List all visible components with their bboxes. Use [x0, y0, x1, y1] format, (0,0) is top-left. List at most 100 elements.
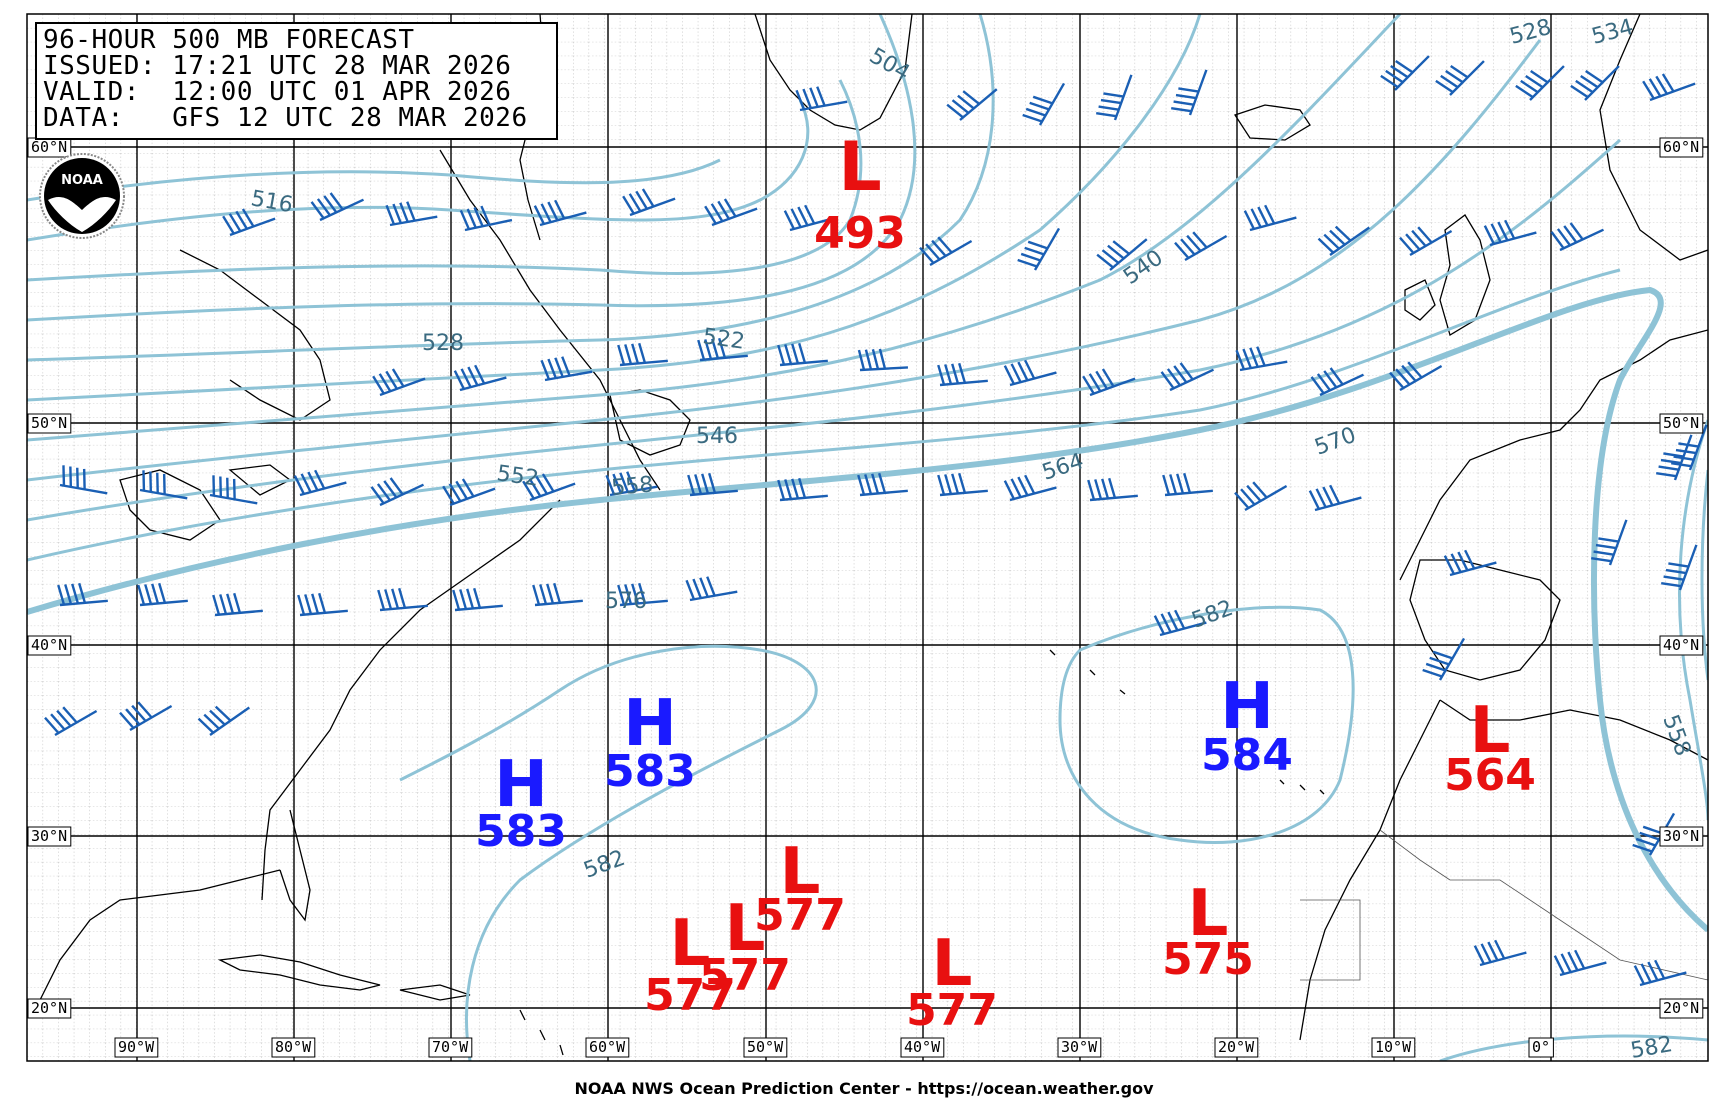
- contour-label: 522: [701, 324, 746, 355]
- wind-barb: [1087, 477, 1138, 502]
- wind-barb: [385, 201, 438, 227]
- contour-label: 558: [610, 472, 654, 501]
- wind-barb: [1308, 484, 1362, 512]
- longitude-label: 20°W: [1214, 1037, 1259, 1058]
- svg-text:40°N: 40°N: [1663, 636, 1699, 654]
- contour-label: 576: [605, 589, 647, 614]
- wind-barb: [1380, 55, 1430, 91]
- wind-barb: [1153, 609, 1207, 637]
- wind-barb: [605, 471, 658, 497]
- wind-barb: [1022, 82, 1066, 126]
- wind-barb: [197, 705, 251, 736]
- low-center-letter: L: [932, 927, 973, 1001]
- svg-text:50°N: 50°N: [31, 414, 67, 432]
- wind-barb: [1235, 346, 1288, 372]
- low-center-letter: L: [670, 907, 711, 981]
- wind-barb: [1310, 367, 1365, 397]
- wind-barb: [685, 576, 738, 602]
- svg-text:40°N: 40°N: [31, 636, 67, 654]
- svg-text:20°W: 20°W: [1218, 1038, 1255, 1056]
- wind-barb: [687, 472, 738, 497]
- wind-barb: [946, 88, 998, 121]
- wind-barb: [622, 188, 676, 217]
- wind-barb: [532, 582, 583, 607]
- low-center-value: 575: [1162, 934, 1254, 985]
- longitude-label: 30°W: [1057, 1037, 1102, 1058]
- lat-lon-labels: 90°W 80°W 70°W 60°W 50°W 40°W 30°W 20°W 10°W 0° 60…: [27, 137, 1704, 1058]
- low-center-value: 577: [699, 950, 791, 1001]
- svg-text:60°N: 60°N: [31, 138, 67, 156]
- wind-barb: [1389, 361, 1443, 392]
- longitude-label: 70°W: [428, 1037, 473, 1058]
- issued-time: ISSUED: 17:21 UTC 28 MAR 2026: [43, 51, 512, 81]
- low-center-letter: L: [838, 128, 881, 207]
- wind-barb: [777, 477, 828, 502]
- svg-text:10°W: 10°W: [1375, 1038, 1412, 1056]
- wind-barb: [1017, 227, 1061, 271]
- wind-barb: [222, 208, 276, 237]
- wind-barb: [212, 592, 263, 617]
- svg-text:30°N: 30°N: [31, 827, 67, 845]
- west-africa: [1299, 699, 1441, 1041]
- latitude-label-right: 60°N: [1659, 137, 1704, 158]
- wind-barb: [795, 86, 848, 112]
- us-east-coast: [261, 499, 561, 901]
- wind-barb: [1515, 65, 1565, 101]
- high-center-value: 583: [604, 746, 696, 797]
- pressure-centers: L 493 H 583 H 583 H 584 L 564 L 577 L 57…: [475, 128, 1536, 1036]
- wind-barb: [372, 368, 426, 397]
- latitude-label-left: 40°N: [27, 635, 72, 656]
- caribbean-islands: [519, 1009, 564, 1056]
- noaa-logo-icon: NOAA: [39, 153, 125, 239]
- wind-barb: [1096, 238, 1148, 271]
- wind-barb: [1632, 812, 1676, 856]
- svg-text:40°W: 40°W: [904, 1038, 941, 1056]
- iberia: [1409, 559, 1561, 681]
- svg-text:30°N: 30°N: [1663, 827, 1699, 845]
- latitude-label-left: 20°N: [27, 998, 72, 1019]
- wind-barb: [1671, 424, 1708, 471]
- data-source: DATA: GFS 12 UTC 28 MAR 2026: [43, 103, 528, 133]
- low-center-value: 577: [644, 970, 736, 1021]
- high-center-letter: H: [623, 687, 677, 761]
- high-center-letter: H: [494, 748, 548, 822]
- wind-barb: [617, 582, 668, 607]
- wind-barb: [459, 205, 513, 232]
- low-center-letter: L: [725, 892, 766, 966]
- wind-barb: [1591, 519, 1628, 566]
- major-grid: [27, 14, 1708, 1061]
- latitude-label-right: 20°N: [1659, 998, 1704, 1019]
- svg-text:50°W: 50°W: [747, 1038, 784, 1056]
- wind-barb: [1399, 226, 1453, 257]
- forecast-title: 96-HOUR 500 MB FORECAST: [43, 25, 415, 55]
- wind-barb: [697, 337, 748, 362]
- latitude-label-left: 30°N: [27, 826, 72, 847]
- svg-text:70°W: 70°W: [432, 1038, 469, 1056]
- wind-barb: [59, 465, 108, 495]
- wind-barbs: [44, 55, 1708, 987]
- longitude-label: 10°W: [1371, 1037, 1416, 1058]
- wind-barb: [310, 192, 365, 222]
- svg-text:80°W: 80°W: [275, 1038, 312, 1056]
- svg-text:20°N: 20°N: [1663, 999, 1699, 1017]
- wind-barb: [1642, 73, 1696, 102]
- iceland: [1233, 104, 1311, 141]
- wind-barb: [452, 587, 503, 612]
- svg-text:20°N: 20°N: [31, 999, 67, 1017]
- svg-text:0°: 0°: [1532, 1038, 1550, 1056]
- hispaniola: [399, 984, 471, 1001]
- longitude-label: 80°W: [271, 1037, 316, 1058]
- latitude-label-right: 30°N: [1659, 826, 1704, 847]
- svg-text:60°W: 60°W: [589, 1038, 626, 1056]
- high-center-value: 583: [475, 806, 567, 857]
- wind-barb: [57, 582, 108, 607]
- wind-barb: [937, 472, 988, 497]
- wind-barb: [1234, 481, 1288, 512]
- gulf-coast: [39, 869, 281, 1001]
- longitude-label: 90°W: [114, 1037, 159, 1058]
- wind-barb: [209, 475, 258, 505]
- wind-barb: [1553, 949, 1607, 977]
- minor-grid: [27, 14, 1708, 1061]
- wind-barb: [522, 473, 576, 502]
